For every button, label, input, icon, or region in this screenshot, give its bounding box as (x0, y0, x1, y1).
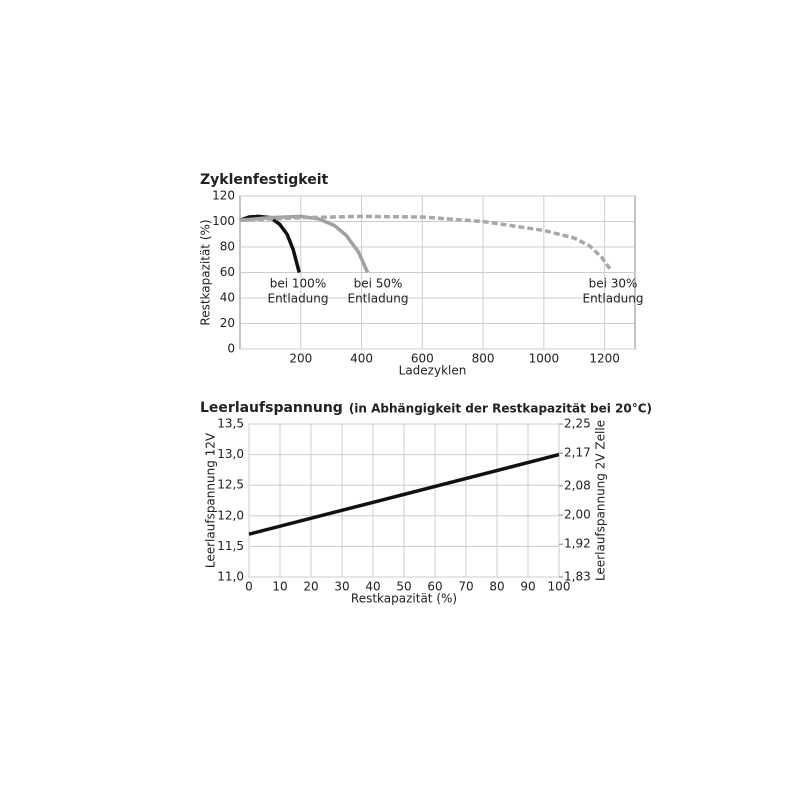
x-tick-label: 0 (245, 580, 253, 594)
x-tick-label: 1000 (529, 352, 560, 366)
series-line (239, 214, 370, 274)
x-tick-label: 600 (411, 352, 434, 366)
x-tick-label: 70 (458, 580, 473, 594)
x-tick-label: 50 (396, 580, 411, 594)
x-tick-label: 10 (272, 580, 287, 594)
y-tick-label: 0 (227, 342, 235, 356)
y-tick-label: 120 (212, 189, 235, 203)
y-tick-label: 11,5 (217, 539, 244, 553)
y2-tick-label: 2,00 (564, 508, 591, 522)
y-axis-label: Restkapazität (%) (199, 219, 213, 325)
annotation: Entladung (267, 292, 328, 306)
annotation: bei 50% (354, 277, 403, 291)
y-tick-label: 12,0 (217, 508, 244, 522)
y-tick-label: 100 (212, 214, 235, 228)
annotation: bei 100% (270, 277, 326, 291)
series-line (239, 214, 613, 271)
x-axis-label: Restkapazität (%) (351, 592, 457, 606)
y2-axis-label: Leerlaufspannung 2V Zelle (594, 420, 608, 581)
x-tick-label: 90 (520, 580, 535, 594)
y-tick-label: 40 (220, 291, 235, 305)
y-tick-label: 80 (220, 240, 235, 254)
annotation: bei 30% (589, 277, 638, 291)
y2-tick-label: 2,08 (564, 478, 591, 492)
x-tick-label: 1200 (589, 352, 620, 366)
x-tick-label: 100 (548, 580, 571, 594)
y-tick-label: 11,0 (217, 570, 244, 584)
y-tick-label: 12,5 (217, 478, 244, 492)
x-tick-label: 800 (472, 352, 495, 366)
x-tick-label: 200 (289, 352, 312, 366)
x-axis-label: Ladezyklen (399, 364, 467, 378)
annotation: Entladung (347, 292, 408, 306)
y-tick-label: 13,0 (217, 447, 244, 461)
y-tick-label: 60 (220, 265, 235, 279)
y-tick-label: 13,5 (217, 417, 244, 431)
y2-tick-label: 2,25 (564, 417, 591, 431)
series-line (239, 214, 301, 273)
x-tick-label: 400 (350, 352, 373, 366)
annotation: Entladung (582, 292, 643, 306)
y2-tick-label: 2,17 (564, 446, 591, 460)
x-tick-label: 30 (334, 580, 349, 594)
y2-tick-label: 1,92 (564, 537, 591, 551)
chart-subtitle: (in Abhängigkeit der Restkapazität bei 2… (349, 402, 652, 416)
x-tick-label: 80 (489, 580, 504, 594)
x-tick-label: 40 (365, 580, 380, 594)
series-line (248, 452, 560, 536)
x-tick-label: 20 (303, 580, 318, 594)
y2-tick-label: 1,83 (564, 570, 591, 584)
y-axis-label: Leerlaufspannung 12V (204, 432, 218, 568)
x-tick-label: 60 (427, 580, 442, 594)
y-tick-label: 20 (220, 316, 235, 330)
chart-title: Leerlaufspannung (200, 400, 343, 416)
chart-title: Zyklenfestigkeit (200, 172, 329, 188)
